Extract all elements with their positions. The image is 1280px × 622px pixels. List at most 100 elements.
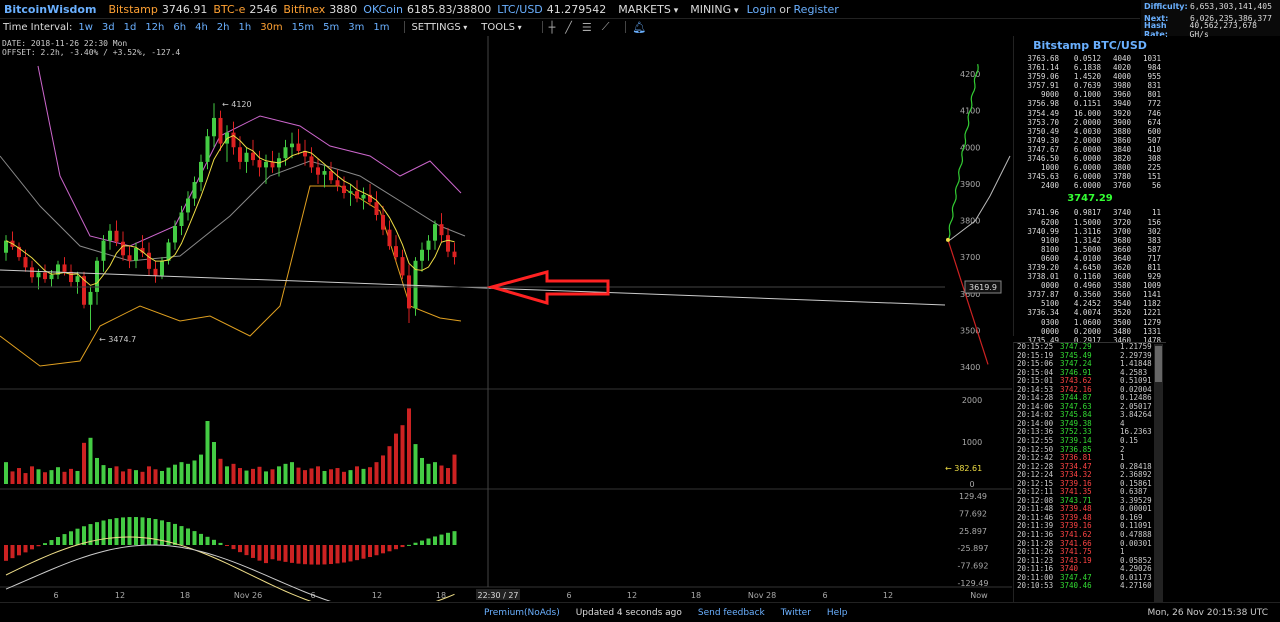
- cursor-time-label: 22:30 / 27: [477, 591, 518, 600]
- interval-button-6h[interactable]: 6h: [173, 22, 186, 33]
- market-price: 2546: [249, 3, 277, 16]
- market-price: 3880: [329, 3, 357, 16]
- market-name[interactable]: LTC/USD: [497, 3, 543, 16]
- candle-body: [284, 147, 288, 158]
- volume-bar: [414, 444, 418, 484]
- crosshair-tool-icon[interactable]: ┼: [549, 21, 556, 34]
- candle-body: [388, 230, 392, 246]
- candle-body: [401, 257, 405, 275]
- interval-button-15m[interactable]: 15m: [292, 22, 314, 33]
- volume-bar: [303, 470, 307, 484]
- volume-bar: [69, 469, 73, 484]
- premium-link[interactable]: Premium(NoAds): [484, 608, 560, 618]
- brand-logo[interactable]: BitcoinWisdom: [4, 3, 96, 16]
- candle-body: [4, 241, 8, 253]
- high-label: ← 4120: [222, 100, 252, 109]
- candle-body: [336, 180, 340, 185]
- interval-label: Time Interval:: [3, 22, 72, 33]
- price-chart[interactable]: 4200410040003900380037003600350034002000…: [0, 36, 1012, 601]
- candle-body: [271, 162, 275, 167]
- ask-amount: 4.0030: [1059, 127, 1101, 136]
- candle-body: [63, 264, 67, 271]
- time-axis-label: 6: [566, 591, 571, 600]
- macd-bar: [258, 545, 262, 561]
- twitter-link[interactable]: Twitter: [781, 608, 811, 618]
- ask-price: 3749.30: [1014, 136, 1059, 145]
- candle-body: [290, 144, 294, 148]
- interval-button-12h[interactable]: 12h: [145, 22, 164, 33]
- macd-bar: [401, 545, 405, 547]
- candle-body: [212, 118, 216, 136]
- bid-level: 3700: [1101, 227, 1131, 236]
- ask-level: 3780: [1101, 172, 1131, 181]
- fib-tool-icon[interactable]: ☰: [582, 21, 592, 34]
- bid-cumulative: 156: [1131, 218, 1161, 227]
- volume-bar: [440, 466, 444, 484]
- time-axis-label: 6: [822, 591, 827, 600]
- scrollbar-thumb[interactable]: [1155, 346, 1162, 382]
- ask-amount: 0.0512: [1059, 54, 1101, 63]
- volume-bar: [160, 471, 164, 484]
- bid-amount: 0.1160: [1059, 272, 1101, 281]
- help-link[interactable]: Help: [827, 608, 848, 618]
- settings-menu[interactable]: SETTINGS: [411, 22, 467, 33]
- macd-bar: [63, 534, 67, 545]
- bid-level: 3740: [1101, 208, 1131, 217]
- candle-body: [375, 202, 379, 215]
- macd-bar: [420, 541, 424, 545]
- mining-menu[interactable]: MINING: [690, 3, 738, 16]
- tools-menu[interactable]: TOOLS: [481, 22, 521, 33]
- market-name[interactable]: Bitfinex: [283, 3, 325, 16]
- macd-bar: [141, 517, 145, 545]
- bid-price: 9100: [1014, 236, 1059, 245]
- bid-level: 3640: [1101, 254, 1131, 263]
- interval-button-4h[interactable]: 4h: [195, 22, 208, 33]
- interval-button-1d[interactable]: 1d: [124, 22, 137, 33]
- candle-body: [310, 156, 314, 167]
- market-name[interactable]: OKCoin: [363, 3, 403, 16]
- macd-bar: [277, 545, 281, 561]
- volume-bar: [381, 455, 385, 484]
- market-name[interactable]: BTC-e: [213, 3, 245, 16]
- volume-bar: [329, 469, 333, 484]
- volume-bar: [147, 466, 151, 484]
- interval-button-3m[interactable]: 3m: [348, 22, 364, 33]
- macd-bar: [160, 520, 164, 545]
- chart-toolbar: Time Interval: 1w 3d 1d 12h 6h 4h 2h 1h 30m 15m 5m…: [0, 19, 1012, 35]
- interval-button-30m[interactable]: 30m: [260, 22, 282, 33]
- markets-menu[interactable]: MARKETS: [618, 3, 678, 16]
- macd-bar: [303, 545, 307, 564]
- line-tool-icon[interactable]: ╱: [565, 21, 572, 34]
- ask-amount: 0.1000: [1059, 90, 1101, 99]
- bid-price: 5100: [1014, 299, 1059, 308]
- time-axis-label: 6: [53, 591, 58, 600]
- login-link[interactable]: Login: [747, 3, 777, 16]
- ask-level: 3880: [1101, 127, 1131, 136]
- macd-bar: [381, 545, 385, 553]
- candle-body: [89, 292, 93, 305]
- interval-button-3d[interactable]: 3d: [102, 22, 115, 33]
- register-link[interactable]: Register: [794, 3, 839, 16]
- interval-button-1m[interactable]: 1m: [373, 22, 389, 33]
- interval-button-1w[interactable]: 1w: [78, 22, 93, 33]
- volume-bar: [180, 462, 184, 484]
- macd-bar: [349, 545, 353, 561]
- volume-bar: [420, 458, 424, 484]
- ask-level: 4020: [1101, 63, 1131, 72]
- fan-tool-icon[interactable]: ⟋: [602, 20, 610, 34]
- interval-button-2h[interactable]: 2h: [217, 22, 230, 33]
- ask-amount: 6.0000: [1059, 163, 1101, 172]
- interval-button-1h[interactable]: 1h: [238, 22, 251, 33]
- ask-cumulative: 831: [1131, 81, 1161, 90]
- feedback-link[interactable]: Send feedback: [698, 608, 765, 618]
- interval-button-5m[interactable]: 5m: [323, 22, 339, 33]
- alert-bell-icon[interactable]: 🔔︎: [632, 21, 646, 34]
- market-name[interactable]: Bitstamp: [108, 3, 157, 16]
- trade-scrollbar[interactable]: [1154, 344, 1163, 602]
